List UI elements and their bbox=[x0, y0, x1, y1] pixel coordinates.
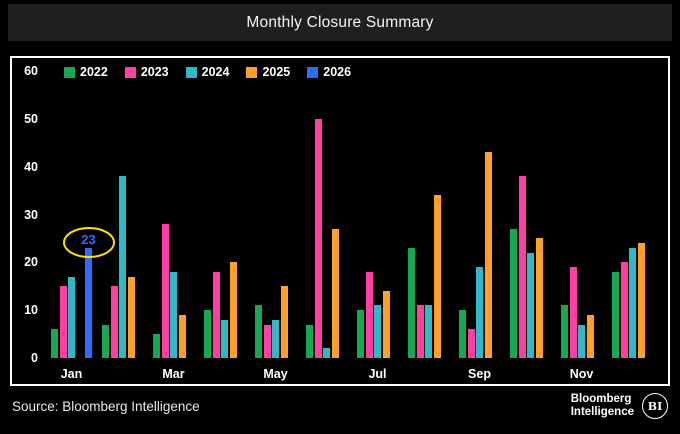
bar-2022-sep bbox=[459, 310, 466, 358]
bloomberg-logo: Bloomberg Intelligence BI bbox=[571, 393, 668, 419]
annotation-ellipse bbox=[62, 227, 115, 258]
bar-2023-jun bbox=[314, 118, 322, 358]
chart-title-bar: Monthly Closure Summary bbox=[8, 4, 672, 41]
legend-swatch bbox=[307, 66, 319, 78]
bar-2023-feb bbox=[110, 286, 118, 359]
bar-2025-jul bbox=[382, 291, 390, 358]
legend-label: 2022 bbox=[80, 65, 108, 79]
bar-2022-may bbox=[255, 305, 262, 358]
legend-item-2022: 2022 bbox=[64, 65, 108, 79]
legend-label: 2026 bbox=[323, 65, 352, 79]
legend-swatch bbox=[124, 66, 136, 78]
legend-swatch bbox=[246, 66, 258, 78]
bar-2025-feb bbox=[127, 276, 135, 358]
legend-item-2024: 2024 bbox=[185, 65, 230, 79]
legend-label: 2025 bbox=[262, 65, 291, 79]
y-tick-label: 50 bbox=[24, 111, 38, 126]
annotation-value-label: 23 bbox=[81, 232, 96, 247]
bar-2022-mar bbox=[153, 334, 160, 358]
bar-2022-aug bbox=[408, 248, 415, 358]
bar-2023-sep bbox=[467, 329, 475, 358]
bar-2023-apr bbox=[212, 271, 220, 358]
plot-area: 0 10 20 30 40 50 60 Jan Mar May Jul Sep Nov 23 bbox=[12, 58, 668, 384]
bar-2024-aug bbox=[425, 305, 432, 358]
legend-swatch bbox=[64, 66, 75, 78]
legend-item-2025: 2025 bbox=[246, 65, 290, 79]
x-tick-label: Jan bbox=[60, 367, 83, 381]
bar-2022-apr bbox=[204, 310, 211, 358]
bar-2024-jun bbox=[323, 348, 330, 358]
bar-2024-may bbox=[272, 319, 279, 358]
legend-item-2023: 2023 bbox=[124, 65, 169, 79]
bar-2024-oct bbox=[527, 252, 534, 358]
legend-item-2026: 2026 bbox=[307, 65, 351, 79]
bar-2023-may bbox=[263, 324, 271, 358]
y-tick-label: 30 bbox=[24, 207, 38, 222]
x-tick-label: Jul bbox=[368, 367, 387, 381]
bar-2026-jan bbox=[85, 248, 92, 358]
bar-2024-jul bbox=[374, 305, 381, 358]
bar-2022-jun bbox=[306, 324, 313, 358]
y-tick-label: 10 bbox=[24, 303, 38, 318]
bar-2023-mar bbox=[161, 224, 169, 358]
bar-2024-sep bbox=[476, 267, 483, 358]
bar-2023-jan bbox=[59, 286, 67, 359]
bar-2024-dec bbox=[629, 248, 636, 358]
legend-label: 2023 bbox=[140, 65, 169, 79]
bar-2025-nov bbox=[586, 314, 594, 358]
legend: 2022 2023 2024 2025 2026 bbox=[64, 65, 351, 79]
chart-frame: 2022 2023 2024 2025 2026 0 10 20 30 40 50 60 Jan Mar… bbox=[10, 56, 670, 386]
y-tick-label: 0 bbox=[31, 351, 38, 365]
bar-2025-may bbox=[280, 286, 288, 359]
bar-2022-jul bbox=[357, 310, 364, 358]
bloomberg-logo-text: Bloomberg Intelligence bbox=[571, 393, 634, 419]
bar-2024-mar bbox=[170, 271, 177, 358]
bi-logo-badge: BI bbox=[647, 399, 663, 413]
bar-2023-oct bbox=[518, 176, 526, 358]
bar-2022-nov bbox=[561, 305, 568, 358]
bloomberg-logo-line2: Intelligence bbox=[570, 406, 634, 418]
bar-2023-jul bbox=[365, 271, 373, 358]
bar-2023-dec bbox=[620, 262, 628, 358]
bar-2025-apr bbox=[229, 262, 237, 358]
y-tick-label: 40 bbox=[24, 159, 38, 174]
bar-2023-aug bbox=[416, 305, 424, 358]
x-tick-label: May bbox=[263, 367, 288, 381]
y-tick-label: 20 bbox=[24, 255, 38, 270]
bar-2024-jan bbox=[68, 276, 75, 358]
source-text: Source: Bloomberg Intelligence bbox=[12, 398, 200, 414]
bar-2025-aug bbox=[433, 195, 441, 358]
footer: Source: Bloomberg Intelligence Bloomberg… bbox=[12, 386, 668, 426]
x-tick-label: Sep bbox=[468, 367, 491, 381]
bar-2024-nov bbox=[578, 324, 585, 358]
bar-2022-jan bbox=[51, 329, 58, 358]
bar-2024-apr bbox=[221, 319, 228, 358]
legend-swatch bbox=[185, 66, 197, 78]
x-tick-label: Mar bbox=[162, 367, 185, 381]
bar-2022-oct bbox=[510, 228, 517, 358]
bloomberg-logo-line1: Bloomberg bbox=[570, 392, 632, 405]
x-tick-label: Nov bbox=[569, 367, 594, 381]
bi-logo-icon: BI bbox=[642, 393, 668, 419]
bar-2022-dec bbox=[612, 271, 619, 358]
y-tick-label: 60 bbox=[24, 64, 38, 78]
bar-2025-mar bbox=[178, 314, 186, 358]
bar-2025-oct bbox=[535, 238, 543, 358]
bar-2022-feb bbox=[102, 324, 109, 358]
legend-label: 2024 bbox=[201, 65, 230, 79]
bar-2025-sep bbox=[484, 152, 492, 358]
bar-2025-dec bbox=[637, 243, 645, 358]
bar-2024-feb bbox=[119, 176, 126, 358]
bar-2023-nov bbox=[569, 267, 577, 358]
page-title: Monthly Closure Summary bbox=[246, 13, 434, 31]
bar-2025-jun bbox=[331, 228, 339, 358]
